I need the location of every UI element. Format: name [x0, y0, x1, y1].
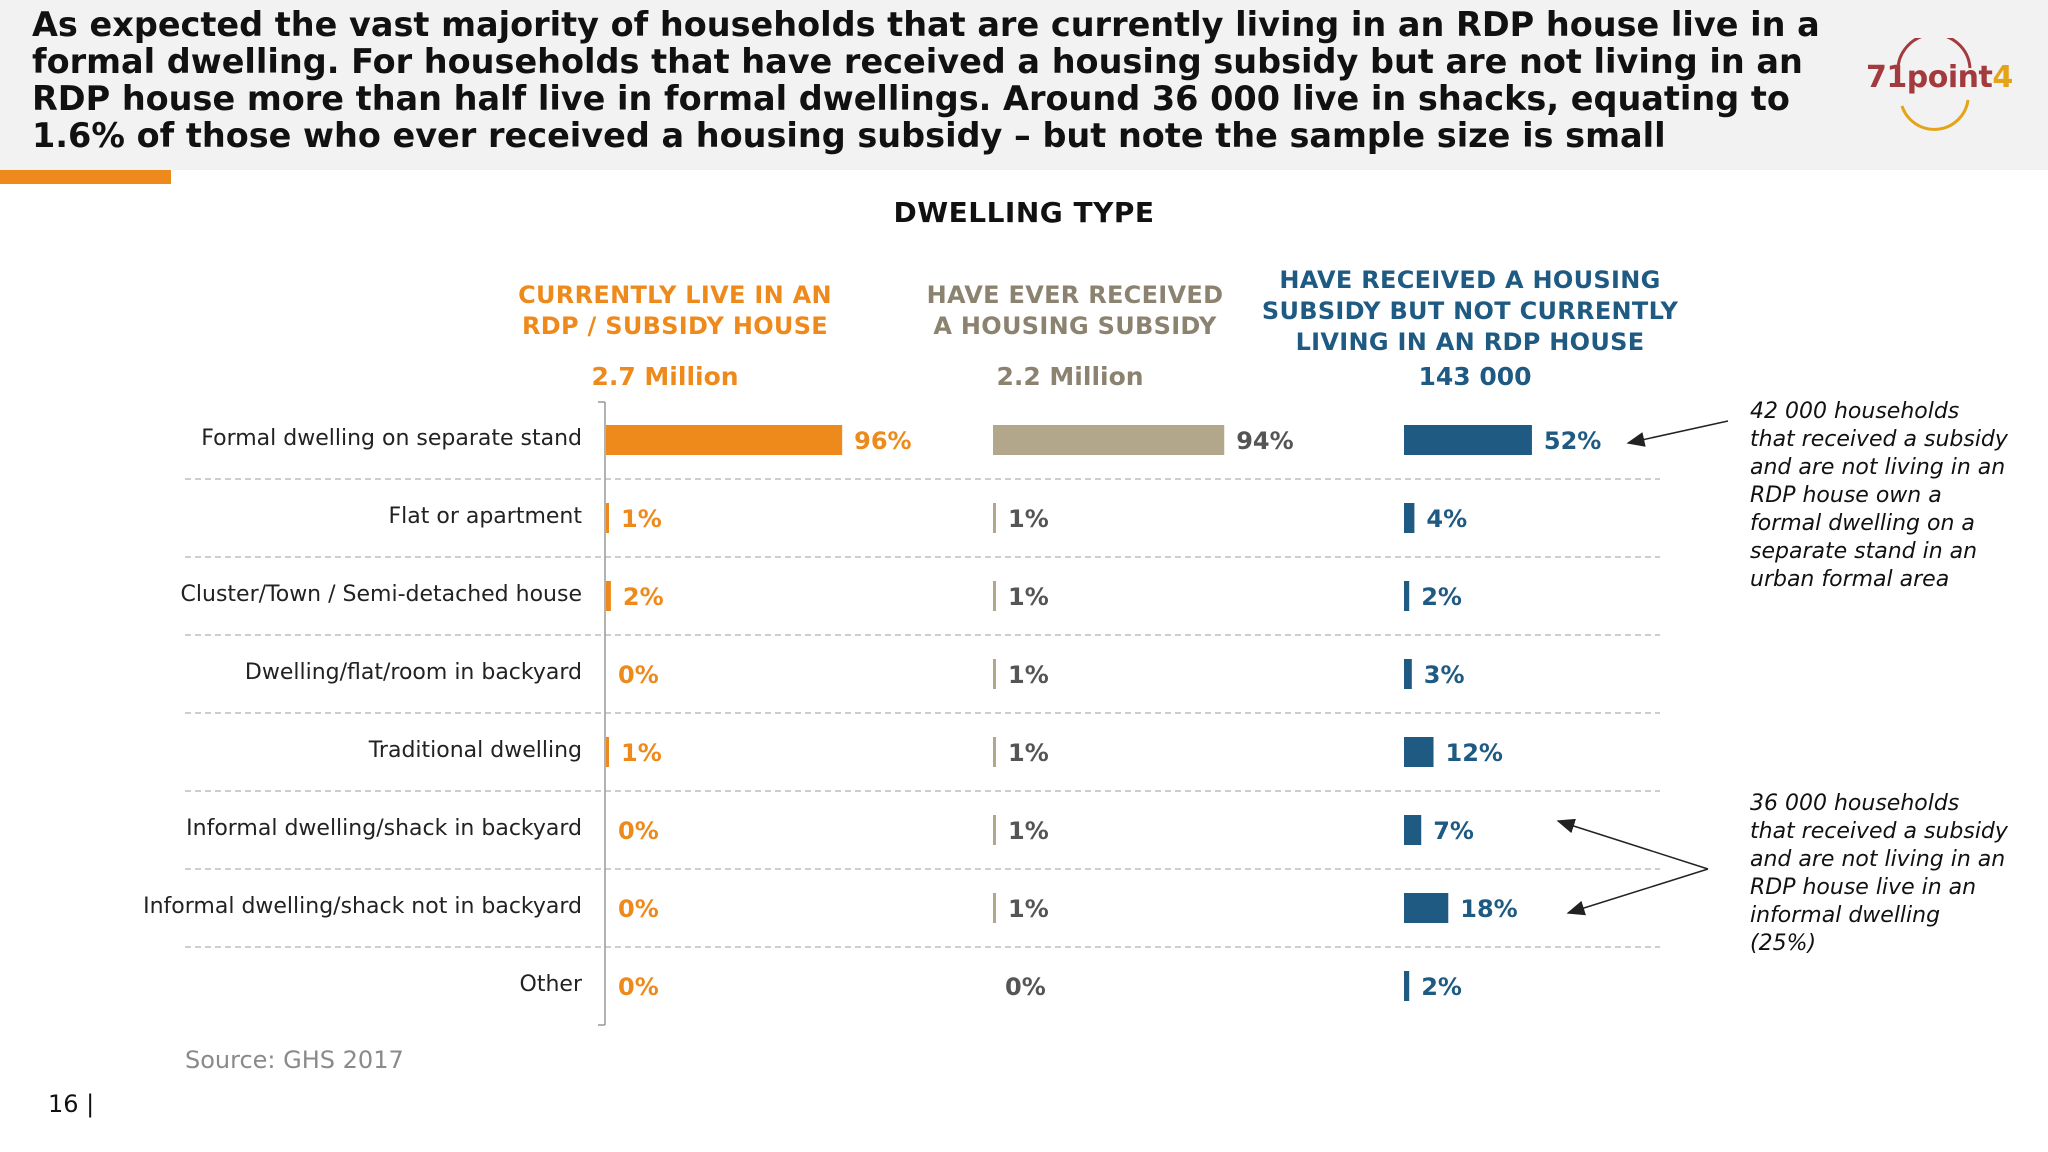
data-label: 1% [1008, 817, 1049, 845]
category-label: Dwelling/flat/room in backyard [244, 660, 582, 685]
category-label: Flat or apartment [388, 504, 583, 529]
bar-series-3 [1404, 425, 1532, 455]
category-label: Traditional dwelling [368, 738, 582, 763]
series-1-header: CURRENTLY LIVE IN AN RDP / SUBSIDY HOUSE [518, 281, 832, 340]
logo: 71point4 [1866, 60, 2013, 95]
series-1-total: 2.7 Million [591, 362, 739, 391]
bar-series-3 [1404, 581, 1410, 611]
bar-series-3 [1404, 737, 1434, 767]
bar-series-3 [1404, 971, 1410, 1001]
data-label: 1% [1008, 739, 1049, 767]
bar-series-1 [606, 737, 609, 767]
bar-series-2 [993, 737, 996, 767]
chart-title: DWELLING TYPE [893, 196, 1155, 229]
data-label: 1% [621, 739, 662, 767]
data-label: 3% [1424, 661, 1465, 689]
data-label: 0% [618, 895, 659, 923]
bar-series-2 [993, 581, 996, 611]
accent-bar [0, 170, 171, 184]
category-label: Informal dwelling/shack not in backyard [143, 894, 582, 919]
bar-series-1 [606, 425, 843, 455]
source-note: Source: GHS 2017 [185, 1046, 404, 1074]
bar-series-2 [993, 893, 996, 923]
annotation-arrow-1 [1626, 420, 1729, 447]
annotation-1: 42 000 households that received a subsid… [1750, 399, 2008, 592]
data-label: 52% [1544, 427, 1601, 455]
series-2-header: HAVE EVER RECEIVED A HOUSING SUBSIDY [926, 281, 1224, 340]
headline: As expected the vast majority of househo… [32, 5, 1820, 155]
data-label: 2% [1421, 583, 1462, 611]
bar-series-3 [1404, 503, 1415, 533]
data-label: 4% [1426, 505, 1467, 533]
series-3-total: 143 000 [1418, 362, 1532, 391]
logo-text-accent: 4 [1992, 60, 2013, 95]
data-label: 94% [1236, 427, 1293, 455]
header-band [0, 0, 2048, 170]
category-label: Informal dwelling/shack in backyard [186, 816, 582, 841]
bar-series-2 [993, 425, 1225, 455]
data-label: 1% [1008, 505, 1049, 533]
logo-ring-icon [1896, 38, 1972, 131]
data-label: 0% [618, 661, 659, 689]
series-3-header: HAVE RECEIVED A HOUSING SUBSIDY BUT NOT … [1261, 266, 1679, 356]
category-label: Cluster/Town / Semi-detached house [180, 582, 582, 607]
annotation-arrow-2a [1556, 818, 1709, 870]
data-label: 2% [1421, 973, 1462, 1001]
bar-series-2 [993, 659, 996, 689]
annotation-2: 36 000 households that received a subsid… [1750, 791, 2008, 956]
bar-series-1 [606, 503, 609, 533]
data-label: 2% [623, 583, 664, 611]
bar-series-1 [606, 581, 611, 611]
data-label: 1% [1008, 583, 1049, 611]
category-label: Formal dwelling on separate stand [201, 426, 582, 451]
data-label: 0% [1005, 973, 1046, 1001]
annotation-arrow-2b [1566, 868, 1709, 916]
bar-series-3 [1404, 659, 1412, 689]
bar-series-3 [1404, 893, 1449, 923]
data-label: 0% [618, 973, 659, 1001]
data-label: 1% [621, 505, 662, 533]
data-label: 96% [854, 427, 911, 455]
logo-text-main: 71point [1866, 60, 1993, 95]
data-label: 7% [1433, 817, 1474, 845]
data-label: 1% [1008, 895, 1049, 923]
bar-series-2 [993, 503, 996, 533]
data-label: 18% [1460, 895, 1517, 923]
data-label: 1% [1008, 661, 1049, 689]
data-label: 0% [618, 817, 659, 845]
page-number: 16 | [48, 1090, 95, 1118]
bar-series-2 [993, 815, 996, 845]
category-label: Other [519, 972, 582, 997]
data-label: 12% [1446, 739, 1503, 767]
series-2-total: 2.2 Million [996, 362, 1144, 391]
bar-series-3 [1404, 815, 1422, 845]
